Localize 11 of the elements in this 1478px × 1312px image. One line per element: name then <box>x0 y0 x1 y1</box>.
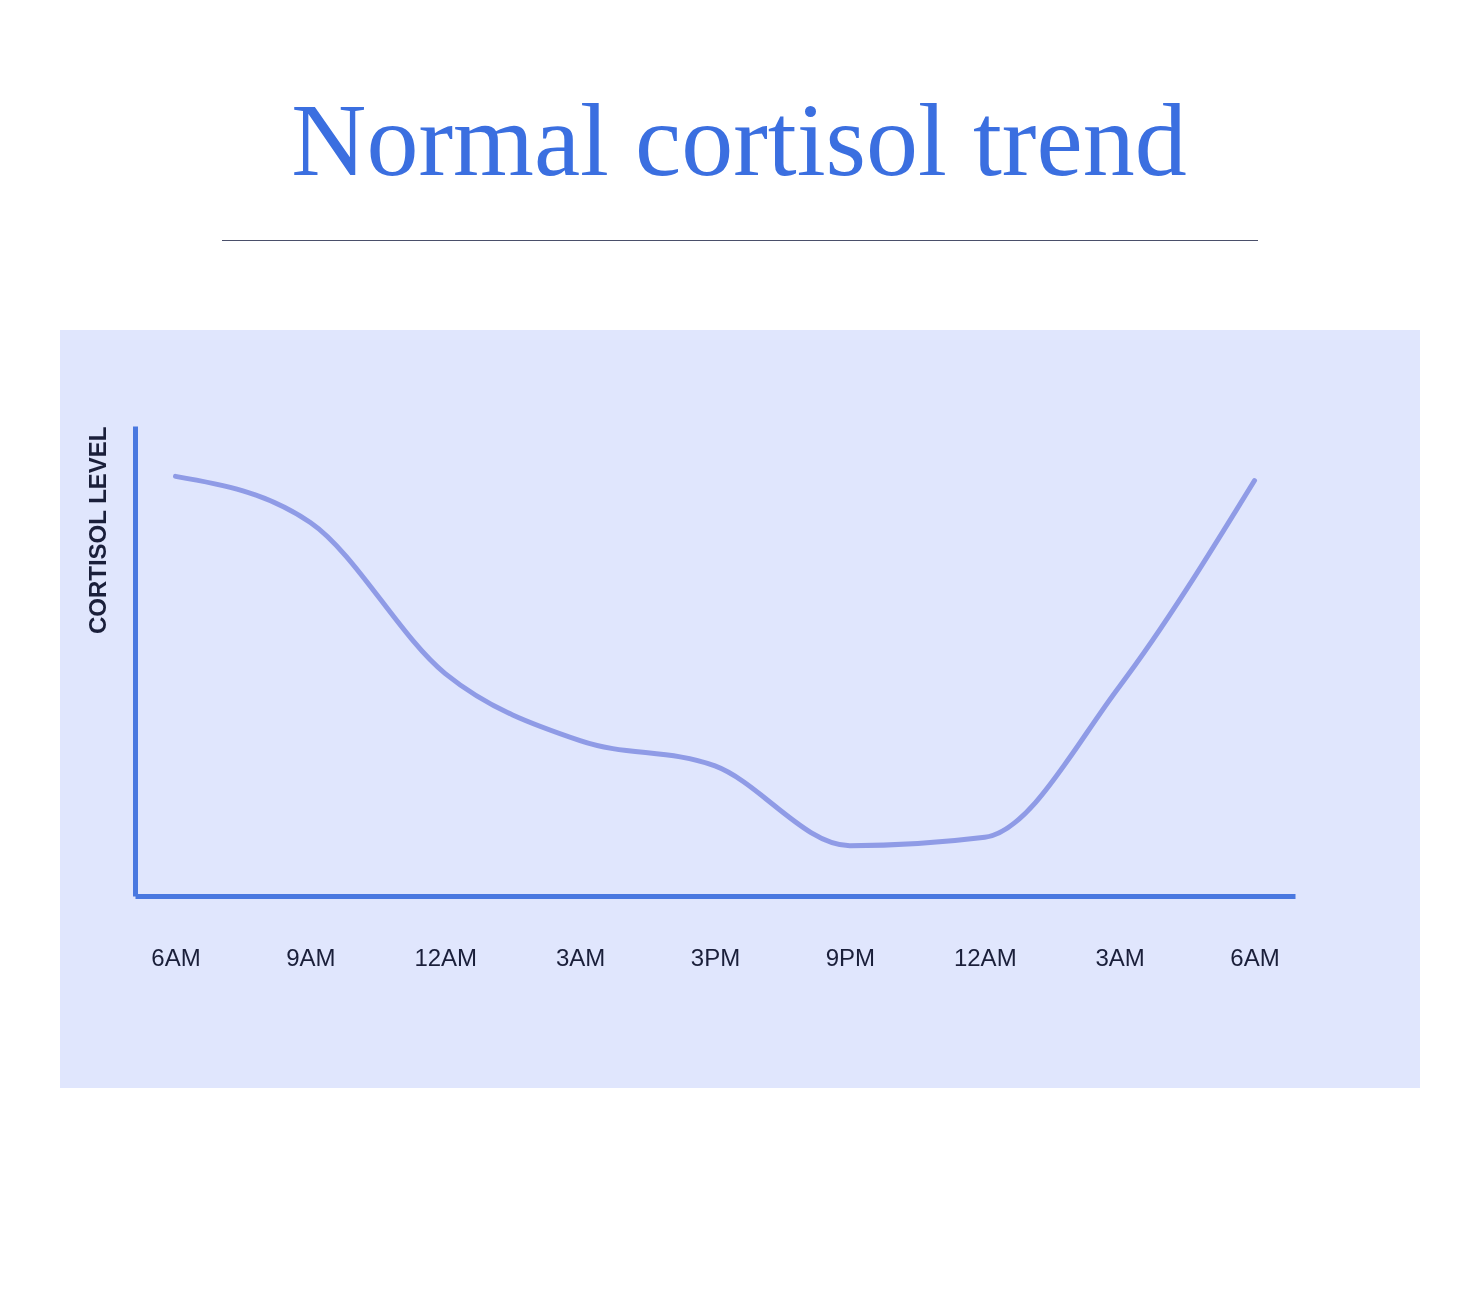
y-axis-title: CORTISOL LEVEL <box>83 426 111 635</box>
x-tick-label: 12AM <box>414 943 478 971</box>
x-tick-label: 3PM <box>690 943 741 971</box>
chart-title: Normal cortisol trend <box>290 81 1188 199</box>
x-tick-label: 3AM <box>1095 943 1145 971</box>
x-tick-label: 9AM <box>286 943 336 971</box>
x-tick-label: 3AM <box>555 943 606 971</box>
x-tick-label: 9PM <box>825 943 876 971</box>
x-tick-label: 12AM <box>953 943 1017 971</box>
x-tick-label: 6AM <box>1230 943 1280 971</box>
x-tick-label: 6AM <box>151 943 201 971</box>
